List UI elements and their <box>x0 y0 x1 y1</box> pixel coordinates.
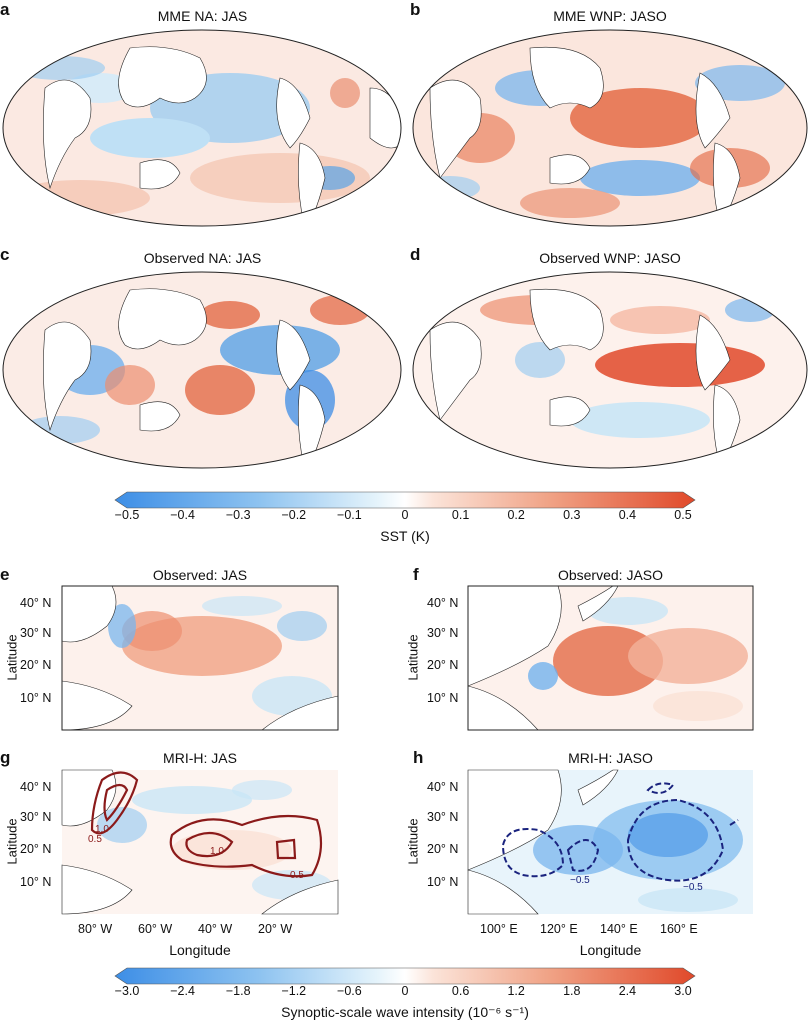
map-e <box>61 585 339 731</box>
colorbar-wave <box>114 967 696 985</box>
colorbar-sst <box>114 491 696 509</box>
x-axis-label-h: Longitude <box>579 942 642 958</box>
y-tick-label: 20° N <box>427 658 459 672</box>
y-tick-label: 10° N <box>427 691 459 705</box>
contour-label-g-4: 0.5 <box>290 870 304 881</box>
y-tick-label: 10° N <box>20 691 52 705</box>
contour-label-g-2: 0.5 <box>88 834 102 845</box>
panel-title-g: MRI-H: JAS <box>163 750 237 766</box>
colorbar-wave-tick: 1.8 <box>563 984 581 998</box>
map-c <box>2 271 402 469</box>
panel-label-c: c <box>0 245 10 264</box>
x-tick-label-west: 60° W <box>138 922 173 936</box>
map-h <box>467 769 753 915</box>
x-tick-label-west: 80° W <box>78 922 113 936</box>
map-a <box>2 29 402 227</box>
panel-title-h: MRI-H: JASO <box>568 750 653 766</box>
colorbar-wave-tick: −1.8 <box>225 984 251 998</box>
x-tick-label-east: 120° E <box>540 922 578 936</box>
y-axis-label-h: Latitude <box>405 818 421 865</box>
y-tick-label: 10° N <box>427 875 459 889</box>
x-tick-label-east: 140° E <box>600 922 638 936</box>
colorbar-sst-tick: 0.3 <box>563 508 581 522</box>
colorbar-sst-label: SST (K) <box>380 528 430 544</box>
panel-title-c: Observed NA: JAS <box>143 250 262 266</box>
y-tick-label: 20° N <box>427 842 459 856</box>
colorbar-wave-tick: −0.6 <box>337 984 362 998</box>
colorbar-wave-tick: −2.4 <box>170 984 195 998</box>
colorbar-wave-tick: 2.4 <box>618 984 637 998</box>
panel-label-e: e <box>0 565 10 584</box>
y-tick-label: 30° N <box>20 626 52 640</box>
y-tick-label: 20° N <box>20 658 52 672</box>
x-tick-label-east: 160° E <box>660 922 698 936</box>
map-g <box>61 769 339 915</box>
y-tick-label: 40° N <box>427 596 459 610</box>
panel-label-h: h <box>413 748 424 767</box>
panel-label-d: d <box>410 245 421 264</box>
map-f <box>467 585 754 731</box>
colorbar-sst-tick: 0.2 <box>507 508 525 522</box>
colorbar-wave-tick: 1.2 <box>507 984 525 998</box>
y-axis-label-g: Latitude <box>4 818 20 865</box>
colorbar-sst-tick: −0.3 <box>225 508 251 522</box>
panel-title-f: Observed: JASO <box>557 567 664 583</box>
colorbar-wave-tick: 3.0 <box>674 984 692 998</box>
colorbar-sst-tick: −0.1 <box>337 508 362 522</box>
colorbar-wave-tick: −3.0 <box>114 984 140 998</box>
colorbar-wave-label: Synoptic-scale wave intensity (10⁻⁶ s⁻¹) <box>281 1004 529 1020</box>
panel-title-a: MME NA: JAS <box>157 8 248 24</box>
y-tick-label: 20° N <box>20 842 52 856</box>
y-tick-label: 30° N <box>20 810 52 824</box>
y-tick-label: 30° N <box>427 810 459 824</box>
colorbar-sst-tick: 0.1 <box>451 508 470 522</box>
y-tick-label: 40° N <box>427 780 459 794</box>
x-tick-label-east: 100° E <box>480 922 518 936</box>
panel-label-a: a <box>0 0 10 19</box>
y-tick-label: 10° N <box>20 875 52 889</box>
y-axis-label-e: Latitude <box>4 634 20 681</box>
x-tick-label-west: 20° W <box>258 922 293 936</box>
panel-label-b: b <box>410 0 421 19</box>
contour-label-g-1: 1.0 <box>95 824 109 835</box>
y-tick-label: 30° N <box>427 626 459 640</box>
x-tick-label-west: 40° W <box>198 922 233 936</box>
map-b <box>412 29 808 227</box>
y-axis-label-f: Latitude <box>405 634 421 681</box>
panel-title-b: MME WNP: JASO <box>553 8 667 24</box>
y-tick-label: 40° N <box>20 780 52 794</box>
panel-title-d: Observed WNP: JASO <box>539 250 681 266</box>
contour-label-h-1: −0.5 <box>570 875 590 886</box>
colorbar-wave-tick: 0 <box>401 984 409 998</box>
contour-label-g-3: 1.0 <box>210 846 224 857</box>
x-axis-label-g: Longitude <box>169 942 231 958</box>
colorbar-sst-tick: −0.2 <box>281 508 307 522</box>
map-d <box>412 271 808 469</box>
panel-label-f: f <box>413 565 419 584</box>
panel-title-e: Observed: JAS <box>152 567 248 583</box>
colorbar-sst-tick: 0 <box>401 508 409 522</box>
panel-label-g: g <box>0 748 11 767</box>
colorbar-sst-tick: 0.5 <box>674 508 692 522</box>
colorbar-wave-tick: −1.2 <box>281 984 307 998</box>
colorbar-sst-tick: −0.5 <box>114 508 140 522</box>
contour-label-h-2: −0.5 <box>683 882 703 893</box>
colorbar-sst-tick: −0.4 <box>170 508 195 522</box>
y-tick-label: 40° N <box>20 596 52 610</box>
colorbar-sst-tick: 0.4 <box>618 508 637 522</box>
colorbar-wave-tick: 0.6 <box>451 984 470 998</box>
